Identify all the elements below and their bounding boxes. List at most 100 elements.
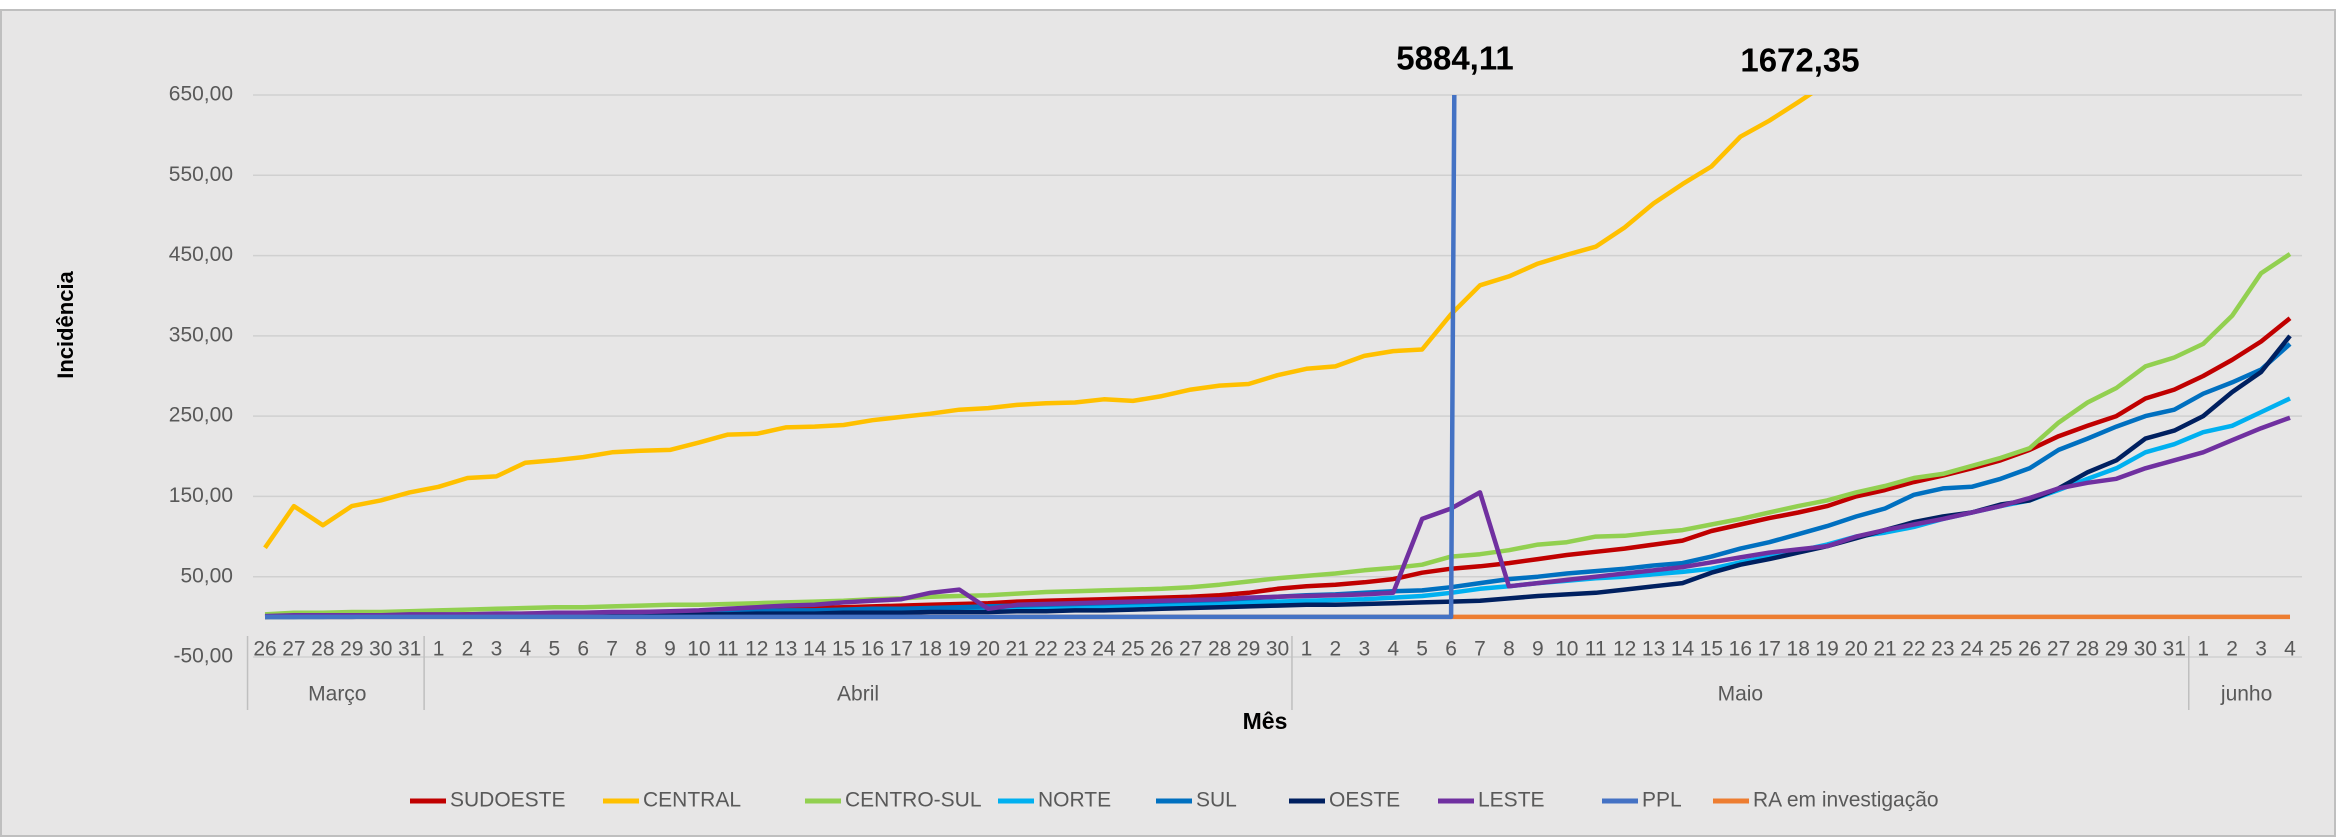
x-tick-label: 12 <box>745 638 768 661</box>
x-tick-label: 27 <box>1179 638 1202 661</box>
x-tick-label: 13 <box>774 638 797 661</box>
series-line <box>265 95 1457 620</box>
x-tick-label: 31 <box>398 638 421 661</box>
x-tick-label: 20 <box>977 638 1000 661</box>
series-line <box>264 252 2292 617</box>
legend-label: CENTRO-SUL <box>845 789 982 812</box>
x-tick-label: 8 <box>635 638 647 661</box>
x-tick-label: 11 <box>1585 638 1607 661</box>
x-tick-label: 9 <box>664 638 676 661</box>
x-tick-label: 2 <box>462 638 474 661</box>
x-tick-label: 24 <box>1092 638 1116 661</box>
x-tick-label: 28 <box>1208 638 1231 661</box>
x-tick-label: 5 <box>548 638 560 661</box>
legend-label: RA em investigação <box>1753 789 1939 812</box>
x-tick-label: 14 <box>1671 638 1695 661</box>
y-tick-label: 350,00 <box>169 323 233 346</box>
x-tick-label: 26 <box>2018 638 2041 661</box>
x-tick-label: 6 <box>1445 638 1457 661</box>
y-tick-label: 450,00 <box>169 243 233 266</box>
x-tick-label: 30 <box>2134 638 2157 661</box>
x-group-label: Março <box>308 683 366 706</box>
x-tick-label: 20 <box>1844 638 1867 661</box>
x-tick-label: 1 <box>433 638 445 661</box>
annotation: 5884,11 <box>1396 40 1513 77</box>
legend-label: OESTE <box>1329 789 1400 812</box>
x-tick-label: 8 <box>1503 638 1515 661</box>
x-tick-label: 24 <box>1960 638 1984 661</box>
y-tick-label: 550,00 <box>169 163 233 186</box>
x-tick-label: 15 <box>1700 638 1723 661</box>
x-tick-label: 30 <box>1266 638 1289 661</box>
x-tick-label: 17 <box>890 638 913 661</box>
x-tick-label: 10 <box>687 638 710 661</box>
x-tick-label: 2 <box>1330 638 1342 661</box>
x-tick-label: 23 <box>1931 638 1954 661</box>
x-tick-label: 21 <box>1873 638 1896 661</box>
x-tick-label: 14 <box>803 638 827 661</box>
y-tick-label: 650,00 <box>169 83 233 106</box>
plot-area <box>263 95 2292 620</box>
x-tick-label: 23 <box>1063 638 1086 661</box>
x-tick-label: 27 <box>2047 638 2070 661</box>
x-tick-label: 22 <box>1034 638 1057 661</box>
x-tick-label: 3 <box>2255 638 2267 661</box>
x-tick-label: 19 <box>948 638 971 661</box>
x-group-label: junho <box>2220 683 2272 706</box>
series-line <box>264 415 2291 619</box>
x-tick-label: 29 <box>2105 638 2128 661</box>
y-axis-label: Incidência <box>53 270 78 378</box>
x-tick-label: 4 <box>2284 638 2296 661</box>
y-tick-label: 250,00 <box>169 404 233 427</box>
x-tick-label: 3 <box>491 638 503 661</box>
x-tick-label: 17 <box>1758 638 1781 661</box>
x-tick-label: 2 <box>2226 638 2238 661</box>
legend-label: CENTRAL <box>643 789 741 812</box>
x-tick-label: 19 <box>1815 638 1838 661</box>
x-tick-label: 9 <box>1532 638 1544 661</box>
y-tick-label: -50,00 <box>173 645 233 668</box>
x-tick-label: 26 <box>1150 638 1173 661</box>
y-tick-label: 150,00 <box>169 484 233 507</box>
x-tick-label: 18 <box>1787 638 1810 661</box>
x-tick-label: 5 <box>1416 638 1428 661</box>
x-tick-label: 1 <box>2197 638 2209 661</box>
legend-label: NORTE <box>1038 789 1111 812</box>
x-tick-label: 25 <box>1989 638 2012 661</box>
x-tick-label: 16 <box>1729 638 1752 661</box>
x-tick-label: 15 <box>832 638 855 661</box>
x-tick-label: 4 <box>1387 638 1399 661</box>
legend-label: PPL <box>1642 789 1682 812</box>
x-tick-label: 30 <box>369 638 392 661</box>
x-tick-label: 4 <box>520 638 532 661</box>
x-group-label: Abril <box>837 683 879 706</box>
x-tick-label: 7 <box>1474 638 1486 661</box>
x-tick-label: 6 <box>577 638 589 661</box>
y-tick-label: 50,00 <box>180 564 233 587</box>
x-tick-label: 7 <box>606 638 618 661</box>
x-group-label: Maio <box>1718 683 1764 706</box>
x-tick-label: 29 <box>340 638 363 661</box>
x-tick-label: 27 <box>282 638 305 661</box>
x-tick-label: 31 <box>2163 638 2186 661</box>
x-tick-label: 1 <box>1301 638 1313 661</box>
x-tick-label: 13 <box>1642 638 1665 661</box>
x-tick-label: 18 <box>919 638 942 661</box>
x-tick-label: 28 <box>2076 638 2099 661</box>
x-tick-label: 28 <box>311 638 334 661</box>
x-tick-label: 22 <box>1902 638 1925 661</box>
x-tick-label: 11 <box>717 638 739 661</box>
x-tick-label: 26 <box>253 638 276 661</box>
x-tick-label: 12 <box>1613 638 1636 661</box>
legend-label: SUL <box>1196 789 1237 812</box>
x-tick-label: 25 <box>1121 638 1144 661</box>
x-tick-label: 3 <box>1358 638 1370 661</box>
legend-label: SUDOESTE <box>450 789 566 812</box>
annotation: 1672,35 <box>1740 42 1859 79</box>
x-tick-label: 10 <box>1555 638 1578 661</box>
series-line <box>263 95 1814 550</box>
x-axis-label: Mês <box>1243 708 1288 734</box>
legend-label: LESTE <box>1478 789 1545 812</box>
x-tick-label: 16 <box>861 638 884 661</box>
